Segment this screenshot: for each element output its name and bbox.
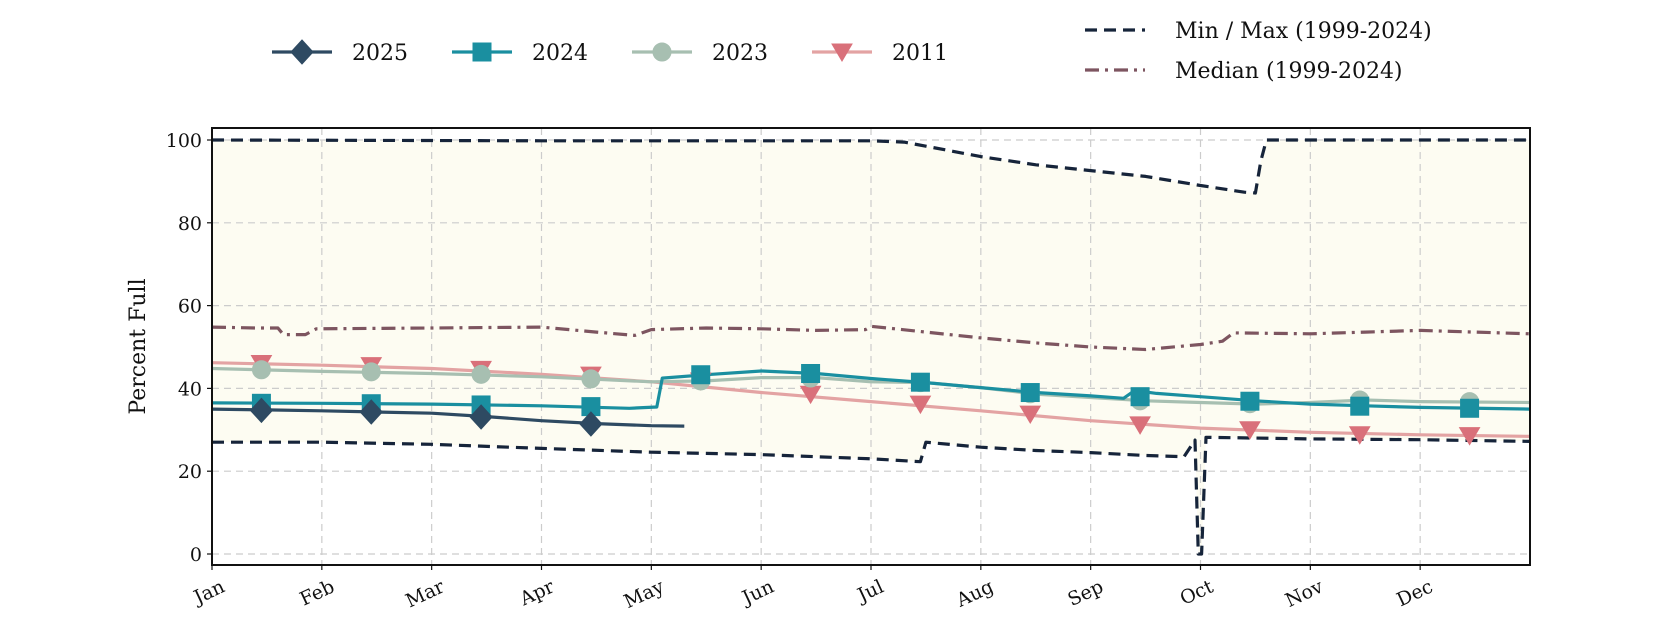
x-tick-label: Mar xyxy=(402,575,448,612)
series-line-2011 xyxy=(211,361,1531,438)
marker-2024 xyxy=(1130,387,1150,407)
marker-2024 xyxy=(1350,396,1370,416)
marker-2024 xyxy=(910,372,930,392)
x-tick-label: Jan xyxy=(189,576,228,610)
x-tick-label: May xyxy=(621,575,668,613)
marker-2023 xyxy=(361,362,381,382)
x-tick-label: Feb xyxy=(296,576,338,611)
marker-2011 xyxy=(909,395,932,415)
x-tick-label: Jul xyxy=(852,576,887,608)
y-tick-label: 80 xyxy=(178,213,202,235)
y-tick-label: 40 xyxy=(178,378,202,400)
legend-label-2023: 2023 xyxy=(712,41,768,66)
marker-2023 xyxy=(471,364,491,384)
legend: 2025 2024 2023 2011 Min / Max (1999-2024) Med… xyxy=(272,19,1432,84)
series-line-2025 xyxy=(211,407,685,428)
legend-label-2011: 2011 xyxy=(892,41,948,66)
y-tick-label: 100 xyxy=(166,130,202,152)
marker-2025 xyxy=(249,397,274,424)
x-tick-label: Sep xyxy=(1064,576,1106,611)
marker-2024 xyxy=(691,365,711,385)
marker-2011 xyxy=(1239,421,1261,440)
legend-label-2024: 2024 xyxy=(532,41,588,66)
markers-layer xyxy=(249,355,1481,446)
series-layer xyxy=(211,138,1531,556)
x-tick-label: Nov xyxy=(1282,575,1327,611)
marker-2025 xyxy=(469,404,493,430)
x-axis-ticks: Jan Feb Mar Apr May Jun Jul Aug Sep Oct Nov Dec xyxy=(189,565,1436,613)
x-tick-label: Dec xyxy=(1393,576,1436,612)
marker-2024 xyxy=(1240,391,1260,411)
x-tick-label: Jun xyxy=(737,576,777,610)
marker-2011 xyxy=(1019,405,1042,425)
x-tick-label: Oct xyxy=(1177,575,1217,609)
marker-2011 xyxy=(1458,427,1481,446)
x-tick-label: Aug xyxy=(952,576,997,612)
legend-label-2025: 2025 xyxy=(352,41,408,66)
legend-marker-2011 xyxy=(831,43,853,62)
grid xyxy=(212,128,1530,565)
marker-2011 xyxy=(1129,416,1151,435)
legend-marker-2025 xyxy=(290,39,314,65)
y-axis-title: Percent Full xyxy=(126,278,151,414)
y-tick-label: 60 xyxy=(178,296,202,318)
series-line-min xyxy=(212,435,1531,556)
legend-marker-2023 xyxy=(652,42,672,62)
series-line-2024 xyxy=(211,369,1531,411)
legend-label-min-max-1999-2024-: Min / Max (1999-2024) xyxy=(1175,19,1432,44)
marker-2025 xyxy=(579,411,603,437)
marker-2024 xyxy=(1020,383,1040,403)
legend-marker-2024 xyxy=(472,42,492,62)
legend-label-median-1999-2024-: Median (1999-2024) xyxy=(1175,59,1403,84)
marker-2023 xyxy=(251,360,271,380)
y-tick-label: 0 xyxy=(190,544,202,566)
marker-2025 xyxy=(359,399,383,425)
marker-2011 xyxy=(1348,426,1371,445)
x-tick-label: Apr xyxy=(516,575,559,611)
marker-2024 xyxy=(1460,398,1480,418)
series-line-max xyxy=(211,138,1530,195)
y-axis-ticks: 0 20 40 60 80 100 xyxy=(166,130,212,566)
series-line-median-1999-2024- xyxy=(211,324,1531,352)
marker-2023 xyxy=(581,369,601,389)
y-tick-label: 20 xyxy=(178,461,202,483)
marker-2024 xyxy=(801,363,821,383)
